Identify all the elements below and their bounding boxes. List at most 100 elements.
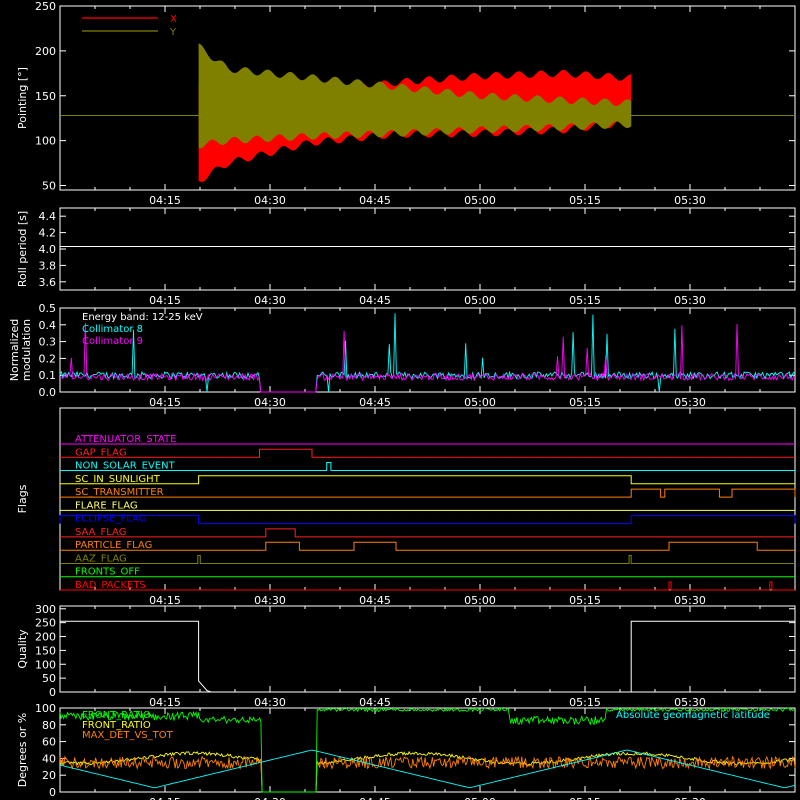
y-tick-label: 0.3	[39, 336, 57, 349]
x-tick-label: 05:00	[464, 796, 496, 800]
x-tick-label: 05:30	[674, 594, 706, 607]
x-tick-label: 04:30	[254, 796, 286, 800]
x-tick-label: 04:30	[254, 194, 286, 207]
flag-label-sc_in_sunlight: SC_IN_SUNLIGHT	[75, 474, 161, 485]
x-tick-label: 04:15	[149, 696, 181, 709]
legend-label-collimator-9: Collimator 9	[82, 336, 143, 347]
y-axis-label: Quality	[16, 629, 29, 669]
y-tick-label: 40	[42, 752, 56, 765]
panel-6: 04:15 04:30 04:45 05:00 05:15 05:30 0 20 40 60 80 1…	[16, 702, 796, 800]
flag-line-gap_flag	[60, 448, 795, 458]
series-geomagnetic-latitude	[59, 749, 796, 789]
x-tick-label: 05:30	[674, 194, 706, 207]
flag-line-particle_flag	[60, 541, 795, 551]
flag-line-saa_flag	[60, 528, 795, 538]
y-tick-label: 20	[42, 769, 56, 782]
flag-label-particle_flag: PARTICLE_FLAG	[75, 540, 152, 551]
flag-line-sc_transmitter	[60, 488, 796, 498]
y-axis-label: modulation	[20, 319, 33, 381]
y-axis-label: Normalized	[8, 319, 21, 381]
series-collimator-9	[59, 322, 796, 393]
x-tick-label: 05:30	[674, 696, 706, 709]
y-tick-label: 100	[35, 702, 56, 715]
x-tick-label: 05:00	[464, 294, 496, 307]
x-tick-label: 05:00	[464, 396, 496, 409]
series-front-ratio	[59, 706, 796, 793]
legend-label-y: Y	[169, 27, 177, 38]
x-tick-label: 05:15	[569, 194, 601, 207]
y-tick-label: 250	[35, 617, 56, 630]
x-tick-label: 05:30	[674, 796, 706, 800]
y-tick-label: 200	[35, 631, 56, 644]
y-tick-label: 150	[35, 644, 56, 657]
y-axis-label: Pointing [°]	[16, 67, 29, 129]
y-tick-label: 250	[35, 0, 56, 13]
flag-label-fronts_off: FRONTS_OFF	[75, 567, 140, 578]
legend-label-geomagnetic-latitude: Absolute geomagnetic latitude	[616, 710, 770, 721]
y-axis-label: Degrees or %	[16, 713, 29, 787]
y-tick-label: 200	[35, 45, 56, 58]
x-tick-label: 04:15	[149, 294, 181, 307]
flag-line-bad_packets	[60, 581, 795, 591]
y-axis-label: Roll period [s]	[16, 211, 29, 287]
series-front-ratio-yellow	[59, 750, 796, 793]
flag-label-attenuator_state: ATTENUATOR_STATE	[75, 434, 176, 445]
x-tick-label: 04:30	[254, 396, 286, 409]
y-axis-label: Flags	[16, 484, 29, 513]
flag-label-aaz_flag: AAZ_FLAG	[75, 553, 127, 564]
y-tick-label: 0	[49, 786, 56, 799]
x-tick-label: 04:15	[149, 396, 181, 409]
x-tick-label: 05:30	[674, 396, 706, 409]
x-tick-label: 05:00	[464, 696, 496, 709]
legend-label-x: X	[170, 14, 177, 25]
y-tick-label: 0.0	[39, 386, 57, 399]
y-tick-label: 0.4	[39, 319, 57, 332]
panel-2: 04:15 04:30 04:45 05:00 05:15 05:30 3.6 3.8 4.0 4…	[16, 207, 796, 307]
flag-label-eclipse_flag: ECLIPSE_FLAG	[75, 514, 146, 525]
y-tick-label: 4.2	[39, 227, 57, 240]
x-tick-label: 05:15	[569, 294, 601, 307]
y-tick-label: 0.5	[39, 302, 57, 315]
legend-label-collimator-8: Collimator 8	[82, 324, 143, 335]
y-tick-label: 50	[42, 672, 56, 685]
x-tick-label: 04:15	[149, 194, 181, 207]
x-tick-label: 04:15	[149, 796, 181, 800]
y-tick-label: 300	[35, 603, 56, 616]
x-tick-label: 05:00	[464, 594, 496, 607]
flag-label-non_solar_event: NON_SOLAR_EVENT	[75, 461, 176, 472]
y-tick-label: 150	[35, 90, 56, 103]
x-tick-label: 05:15	[569, 696, 601, 709]
x-tick-label: 04:30	[254, 294, 286, 307]
y-tick-label: 60	[42, 736, 56, 749]
x-tick-label: 04:45	[359, 594, 391, 607]
flag-line-aaz_flag	[60, 555, 795, 564]
legend-label-max-det-vs-tot: MAX_DET_VS_TOT	[82, 730, 174, 741]
quality-line	[60, 620, 795, 693]
panel-4: 04:15 04:30 04:45 05:00 05:15 05:30 Flags ATTEN…	[16, 407, 796, 607]
x-tick-label: 05:30	[674, 294, 706, 307]
x-tick-label: 04:45	[359, 294, 391, 307]
panel-frame	[59, 605, 796, 693]
energy-band-annotation: Energy band: 12-25 keV	[82, 312, 203, 323]
flag-label-saa_flag: SAA_FLAG	[75, 527, 126, 538]
y-tick-label: 80	[42, 719, 56, 732]
flag-label-flare_flag: FLARE_FLAG	[75, 500, 138, 511]
panel-1: 04:15 04:30 04:45 05:00 05:15 05:30 50 100 150 20…	[16, 0, 796, 207]
panel-frame	[59, 707, 796, 793]
flag-label-bad_packets: BAD_PACKETS	[75, 580, 146, 591]
x-tick-label: 04:45	[359, 796, 391, 800]
x-tick-label: 04:45	[359, 696, 391, 709]
flag-label-sc_transmitter: SC_TRANSMITTER	[75, 487, 164, 498]
series-y-band	[198, 43, 632, 149]
y-tick-label: 0.1	[39, 369, 57, 382]
panel-frame	[59, 5, 796, 191]
panel-3: 04:15 04:30 04:45 05:00 05:15 05:30 0.0 0.1 0.2 0…	[8, 302, 796, 409]
x-tick-label: 04:30	[254, 696, 286, 709]
x-tick-label: 05:00	[464, 194, 496, 207]
x-tick-label: 05:15	[569, 796, 601, 800]
y-tick-label: 50	[42, 180, 56, 193]
x-tick-label: 04:45	[359, 194, 391, 207]
panel-5: 04:15 04:30 04:45 05:00 05:15 05:300501001502…	[16, 603, 796, 709]
y-tick-label: 100	[35, 658, 56, 671]
